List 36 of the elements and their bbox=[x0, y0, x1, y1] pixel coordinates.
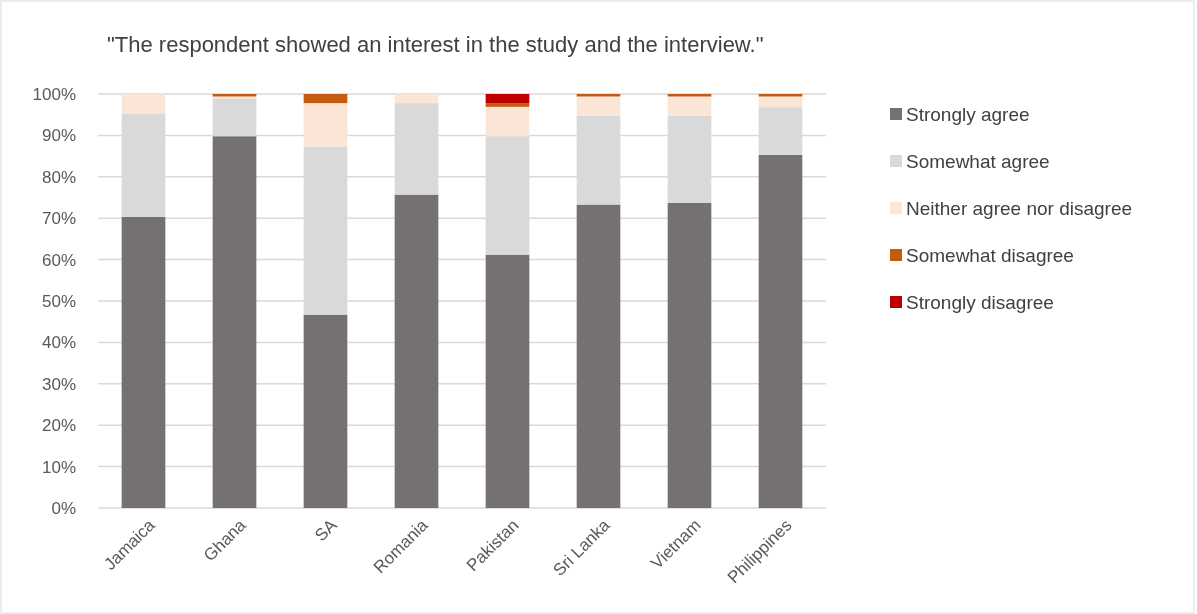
bar bbox=[485, 94, 530, 104]
legend-label: Strongly disagree bbox=[906, 291, 1054, 313]
bar bbox=[758, 96, 803, 108]
y-tick-label: 70% bbox=[41, 209, 76, 229]
y-tick-label: 80% bbox=[41, 167, 76, 187]
bar bbox=[758, 154, 803, 508]
bar bbox=[303, 94, 348, 104]
bar bbox=[576, 204, 621, 508]
legend-label: Strongly agree bbox=[906, 103, 1030, 125]
bar bbox=[212, 136, 257, 508]
bar bbox=[485, 103, 530, 107]
y-tick-label: 0% bbox=[51, 498, 76, 518]
bar bbox=[121, 94, 166, 114]
y-tick-label: 50% bbox=[41, 291, 76, 311]
y-tick-label: 60% bbox=[41, 250, 76, 270]
bar bbox=[394, 194, 439, 508]
y-tick-label: 30% bbox=[41, 374, 76, 394]
y-tick-label: 20% bbox=[41, 416, 76, 436]
y-tick-label: 90% bbox=[41, 126, 76, 146]
y-tick-label: 100% bbox=[32, 84, 76, 104]
legend-label: Somewhat agree bbox=[906, 150, 1050, 172]
legend-label: Somewhat disagree bbox=[906, 244, 1074, 266]
bar bbox=[485, 106, 530, 137]
bar bbox=[576, 96, 621, 116]
bar bbox=[394, 94, 439, 104]
bar bbox=[121, 216, 166, 508]
y-tick-label: 40% bbox=[41, 333, 76, 353]
chart-title: "The respondent showed an interest in the study and the interview." bbox=[107, 32, 764, 57]
bar bbox=[485, 254, 530, 508]
bar bbox=[303, 103, 348, 147]
legend-label: Neither agree nor disagree bbox=[906, 197, 1133, 219]
x-tick-label: SA bbox=[311, 515, 341, 546]
bar bbox=[667, 202, 712, 508]
bar bbox=[667, 96, 712, 116]
bar bbox=[303, 314, 348, 508]
y-tick-label: 10% bbox=[41, 457, 76, 477]
